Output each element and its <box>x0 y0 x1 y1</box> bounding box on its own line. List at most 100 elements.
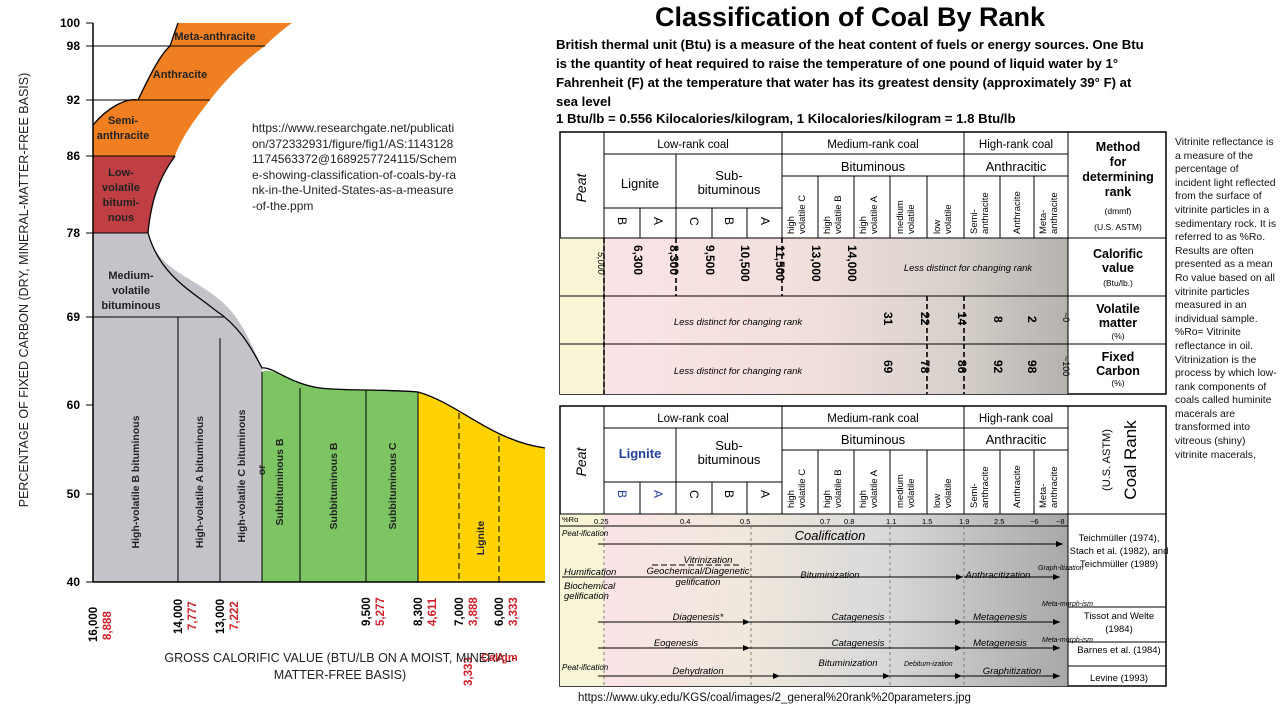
coal-rank-chart: 100 98 92 86 78 69 60 50 40 16,000 8,888… <box>60 16 546 686</box>
region-label: Medium- <box>108 270 154 282</box>
fixed-value: 98 <box>1025 360 1039 374</box>
anth-col-label: anthracite <box>980 466 991 508</box>
bit-col-label: high <box>858 216 869 234</box>
region-lignite <box>418 392 545 582</box>
method-sub: (dmmf) <box>1105 206 1132 216</box>
region-label: volatile <box>102 182 140 194</box>
source-link-right[interactable]: https://www.uky.edu/KGS/coal/images/2_ge… <box>578 692 971 704</box>
process-label: Humification <box>564 567 616 578</box>
sub-rank-letter: A <box>651 490 665 498</box>
arrowhead <box>743 619 750 625</box>
arrowhead <box>955 673 962 679</box>
method-label: determining <box>1082 170 1154 184</box>
calorific-value: 9,500 <box>703 245 717 275</box>
x-tick-cal: 7,777 <box>187 601 199 630</box>
reference-cell: Tissot and Welte (1984) <box>1083 611 1155 635</box>
less-distinct-note: Less distinct for changing rank <box>674 317 804 328</box>
grid-lines <box>93 45 500 582</box>
ro-value: 1.1 <box>886 517 896 526</box>
y-tick-label: 78 <box>67 226 81 240</box>
volatile-value: ~0 <box>1061 312 1071 322</box>
medium-rank-header: Medium-rank coal <box>827 413 918 425</box>
region-label: bituminous <box>101 300 160 312</box>
method-label: for <box>1110 155 1127 169</box>
region-label: or <box>256 465 268 476</box>
region-subbituminous <box>262 370 418 582</box>
sub-rank-letter: B <box>722 490 736 498</box>
peat-label: Peat <box>573 446 589 476</box>
bituminous-header: Bituminous <box>841 432 906 447</box>
anth-col-label: Semi- <box>969 483 980 508</box>
y-tick-label: 40 <box>67 575 81 589</box>
y-tick-marks <box>86 22 93 583</box>
arrowhead <box>955 619 962 625</box>
region-label: Meta-anthracite <box>174 31 255 43</box>
arrowhead <box>883 673 890 679</box>
process-label: Catagenesis <box>832 612 885 623</box>
calorific-value: 6,300 <box>631 245 645 275</box>
bit-col-label: volatile C <box>797 469 808 508</box>
arrowhead <box>1053 574 1060 580</box>
ro-value: 1.9 <box>959 517 969 526</box>
volatile-value: 14 <box>955 312 969 326</box>
low-rank-header: Low-rank coal <box>657 413 729 425</box>
anthracitic-header: Anthracitic <box>986 432 1047 447</box>
region-label: High-volatile A bituminous <box>194 416 206 548</box>
arrowhead <box>1053 645 1060 651</box>
process-label: Metagenesis <box>973 612 1027 623</box>
anth-col-label: Anthracite <box>1012 191 1023 234</box>
process-label: gelification <box>564 591 609 602</box>
volatile-label: Volatile <box>1096 302 1140 316</box>
less-distinct-note: Less distinct for changing rank <box>674 366 804 377</box>
less-distinct-note: Less distinct for changing rank <box>904 263 1034 274</box>
arrowhead <box>955 645 962 651</box>
cal-unit-label: Cal/gm <box>481 652 518 664</box>
process-label: Graph-itization <box>1038 565 1084 572</box>
process-label: Metagenesis <box>973 638 1027 649</box>
anthracitic-header: Anthracitic <box>986 159 1047 174</box>
process-label: Biochemical <box>564 581 616 592</box>
bit-col-label: volatile B <box>833 195 844 234</box>
bit-col-label: high <box>858 490 869 508</box>
calorific-value: 14,000 <box>845 245 859 282</box>
calorific-unit: (Btu/lb.) <box>1103 278 1133 288</box>
subbituminous-header: bituminous <box>698 452 761 467</box>
ro-value: ~8 <box>1056 517 1065 526</box>
bit-col-label: high <box>822 490 833 508</box>
x-tick-btu: 13,000 <box>215 599 227 634</box>
process-label: Eogenesis <box>654 638 699 649</box>
x-tick-btu: 14,000 <box>173 599 185 634</box>
region-semi-anthracite <box>93 99 210 156</box>
region-label: volatile <box>112 285 150 297</box>
bit-col-label: volatile B <box>833 469 844 508</box>
sub-rank-letter: B <box>722 217 736 225</box>
arrowhead <box>1053 619 1060 625</box>
ro-value: 0.5 <box>740 517 750 526</box>
volatile-value: 2 <box>1025 316 1039 323</box>
process-label: Meta-morph-ism <box>1042 601 1093 608</box>
reference-cell: Barnes et al. (1984) <box>1077 645 1161 656</box>
method-label: Method <box>1096 140 1140 154</box>
bit-col-label: volatile <box>906 478 917 508</box>
source-link-left[interactable]: https://www.researchgate.net/publication… <box>252 121 457 213</box>
bit-col-label: medium <box>895 474 906 508</box>
x-tick-cal: 8,888 <box>102 611 114 640</box>
ro-value: 2.5 <box>994 517 1004 526</box>
region-label: Low- <box>108 167 134 179</box>
fixed-unit: (%) <box>1111 378 1124 388</box>
calorific-value: 10,500 <box>738 245 752 282</box>
region-label: High-volatile C bituminous <box>236 409 248 542</box>
ro-value: ~6 <box>1030 517 1039 526</box>
sub-rank-letter: A <box>758 217 772 225</box>
process-label: Diagenesis* <box>673 612 724 623</box>
arrowhead <box>743 645 750 651</box>
bituminous-header: Bituminous <box>841 159 906 174</box>
region-label: nous <box>108 212 134 224</box>
method-label: rank <box>1105 185 1131 199</box>
region-meta-anthracite <box>170 23 292 46</box>
region-label: High-volatile B bituminous <box>130 415 142 548</box>
volatile-label: matter <box>1099 316 1137 330</box>
x-tick-cal: 3,888 <box>468 597 480 626</box>
fixed-value: 69 <box>881 360 895 374</box>
process-label: Meta-morph-ism <box>1042 637 1093 644</box>
